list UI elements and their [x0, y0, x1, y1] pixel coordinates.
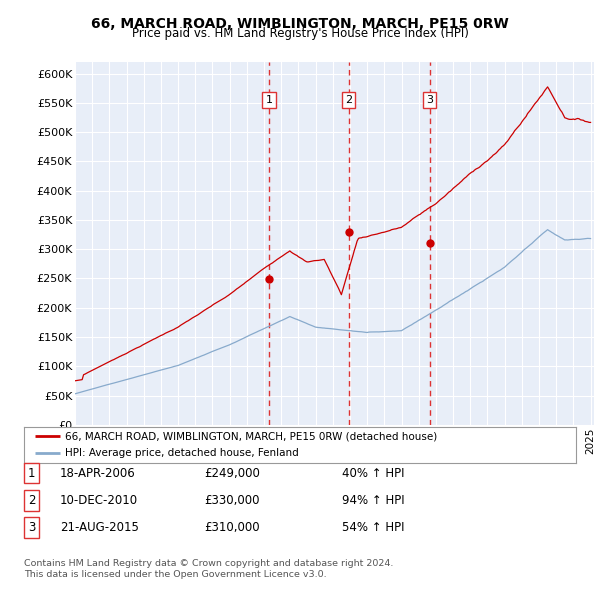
Text: 3: 3 — [426, 95, 433, 105]
Text: 40% ↑ HPI: 40% ↑ HPI — [342, 467, 404, 480]
Text: 21-AUG-2015: 21-AUG-2015 — [60, 521, 139, 534]
Text: 1: 1 — [28, 467, 35, 480]
Text: 10-DEC-2010: 10-DEC-2010 — [60, 494, 138, 507]
Text: 66, MARCH ROAD, WIMBLINGTON, MARCH, PE15 0RW: 66, MARCH ROAD, WIMBLINGTON, MARCH, PE15… — [91, 17, 509, 31]
Text: 94% ↑ HPI: 94% ↑ HPI — [342, 494, 404, 507]
Text: £310,000: £310,000 — [204, 521, 260, 534]
Text: 2: 2 — [28, 494, 35, 507]
Text: 2: 2 — [345, 95, 352, 105]
Text: £249,000: £249,000 — [204, 467, 260, 480]
Text: Contains HM Land Registry data © Crown copyright and database right 2024.: Contains HM Land Registry data © Crown c… — [24, 559, 394, 568]
Text: 1: 1 — [266, 95, 272, 105]
Text: Price paid vs. HM Land Registry's House Price Index (HPI): Price paid vs. HM Land Registry's House … — [131, 27, 469, 40]
Text: 66, MARCH ROAD, WIMBLINGTON, MARCH, PE15 0RW (detached house): 66, MARCH ROAD, WIMBLINGTON, MARCH, PE15… — [65, 431, 437, 441]
Text: HPI: Average price, detached house, Fenland: HPI: Average price, detached house, Fenl… — [65, 448, 299, 458]
Text: £330,000: £330,000 — [204, 494, 260, 507]
Text: This data is licensed under the Open Government Licence v3.0.: This data is licensed under the Open Gov… — [24, 570, 326, 579]
Text: 18-APR-2006: 18-APR-2006 — [60, 467, 136, 480]
Text: 3: 3 — [28, 521, 35, 534]
Text: 54% ↑ HPI: 54% ↑ HPI — [342, 521, 404, 534]
